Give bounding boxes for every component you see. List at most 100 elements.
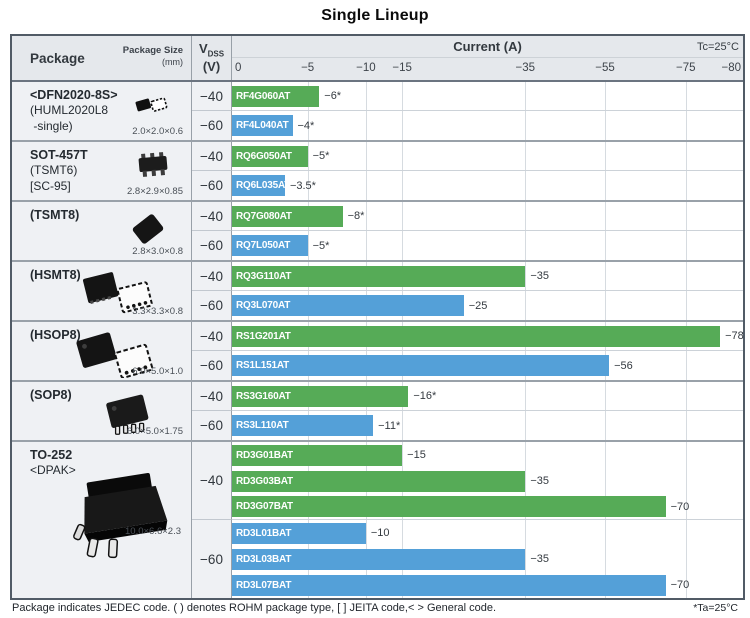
gridline: [525, 111, 527, 140]
current-bar: RD3G07BAT: [232, 496, 666, 517]
current-value: −16*: [413, 390, 437, 402]
gridline: [605, 382, 607, 410]
gridline: [605, 82, 607, 110]
part-number: RD3L07BAT: [236, 579, 292, 591]
vdss-unit: (V): [202, 58, 221, 74]
current-bar: RS1G201AT: [232, 325, 721, 347]
bar-row: RS1L151AT −56: [232, 351, 743, 380]
gridline: [605, 111, 607, 140]
current-value: −35: [530, 475, 549, 487]
package-size: 10.0×6.6×2.3: [125, 526, 181, 537]
gridline: [525, 171, 527, 200]
gridline: [525, 291, 527, 320]
gridline: [525, 202, 527, 230]
package-name: <DPAK>: [30, 463, 76, 478]
current-value: −15: [407, 449, 426, 461]
gridline: [605, 520, 607, 546]
part-number: RS3L110AT: [236, 420, 289, 431]
bar-row: RS3L110AT −11*: [232, 411, 743, 440]
dfn2020-package-icon: [133, 92, 175, 120]
current-value: −35: [530, 270, 549, 282]
gridline: [685, 142, 687, 170]
gridline: [685, 262, 687, 290]
part-number: RS3G160AT: [236, 390, 291, 402]
part-number: RF4G060AT: [236, 90, 291, 102]
gridline: [685, 520, 687, 546]
package-group: <DFN2020-8S> (HUML2020L8 -single) 2.0×2.0×…: [12, 82, 743, 140]
gridline: [307, 231, 309, 260]
package-size: 3.3×3.3×0.8: [132, 306, 183, 317]
package-cell: (HSOP8) 6.0×5.0×1.0: [12, 322, 192, 380]
table-body: <DFN2020-8S> (HUML2020L8 -single) 2.0×2.0×…: [12, 82, 744, 598]
gridline: [402, 520, 404, 546]
package-size-unit: (mm): [162, 56, 183, 67]
gridline: [685, 494, 687, 519]
gridline: [685, 468, 687, 494]
package-name: (HSOP8): [30, 328, 81, 342]
current-axis-header: Current (A) Tc=25°C 0 −5 −10 −15 −35 −55 −75 −8…: [232, 36, 743, 80]
vdss-cell: −60: [192, 351, 232, 380]
gridline: [605, 468, 607, 494]
bar-row: RQ3L070AT −25: [232, 291, 743, 320]
current-bar: RD3G01BAT: [232, 444, 403, 466]
current-value: −56: [614, 359, 633, 372]
gridline: [685, 572, 687, 598]
vdss-symbol: VDSS: [198, 41, 225, 59]
gridline: [307, 142, 309, 170]
bar-row: RQ6L035AT −3.5*: [232, 171, 743, 200]
gridline: [685, 411, 687, 440]
vdss-cell: −40: [192, 202, 232, 231]
part-number: RD3G01BAT: [236, 449, 293, 461]
package-cell: (HSMT8) 3.3×3.3×0.8: [12, 262, 192, 320]
gridline: [307, 171, 309, 200]
part-number: RQ7G080AT: [236, 210, 292, 222]
current-value: −3.5*: [289, 179, 316, 192]
gridline: [402, 442, 404, 468]
current-bar: RQ3G110AT: [232, 265, 526, 287]
package-name: (HUML2020L8: [30, 103, 109, 118]
gridline: [402, 411, 404, 440]
footer-ta-note: *Ta=25°C: [693, 602, 738, 614]
vdss-cell: −40: [192, 442, 232, 520]
package-group: (HSOP8) 6.0×5.0×1.0 −40 RS1G201AT −78 −60 RS1L…: [12, 320, 744, 380]
bar-row: RS1G201AT −78: [232, 322, 744, 351]
gridline: [605, 231, 607, 260]
package-size: 2.8×2.9×0.85: [127, 186, 183, 197]
current-bar: RF4L040AT: [232, 115, 293, 136]
gridline: [605, 442, 607, 468]
package-cell: <DFN2020-8S> (HUML2020L8 -single) 2.0×2.0×…: [12, 82, 192, 140]
current-value: −6*: [324, 90, 342, 102]
vdss-cell: −40: [192, 382, 232, 411]
bar-row: RD3G03BAT −35: [232, 468, 743, 494]
current-axis-label: Current (A): [453, 39, 522, 54]
vdss-cell: −40: [192, 142, 232, 171]
gridline: [685, 382, 687, 410]
page-title: Single Lineup: [321, 7, 429, 24]
package-group: (TSMT8) 2.8×3.0×0.8 −40 RQ7G080AT −8* −60 RQ7L…: [12, 200, 743, 260]
package-name: [SC-95]: [30, 178, 71, 193]
gridline: [365, 231, 367, 260]
gridline: [605, 262, 607, 290]
bar-row: RD3G07BAT −70: [232, 494, 743, 520]
gridline: [525, 82, 527, 110]
current-value: −5*: [312, 150, 330, 162]
current-bar: RQ6L035AT: [232, 175, 290, 196]
current-bar: RQ3L070AT: [232, 295, 464, 316]
current-value: −35: [530, 553, 549, 565]
gridline: [605, 546, 607, 572]
package-name: (TSMT8): [30, 208, 80, 222]
gridline: [525, 442, 527, 468]
part-number: RD3L01BAT: [236, 527, 292, 539]
part-number: RS1L151AT: [236, 360, 290, 371]
package-name: <DFN2020-8S>: [30, 88, 118, 102]
bar-row: RF4L040AT −4*: [232, 111, 743, 140]
gridline: [525, 142, 527, 170]
package-group: (SOP8) 6.0×5.0×1.75 −40 RS3G160AT −16* −60 RS3…: [12, 380, 743, 440]
gridline: [685, 442, 687, 468]
gridline: [402, 111, 404, 140]
current-bar: RD3L03BAT: [232, 548, 526, 570]
part-number: RQ7L050AT: [236, 240, 291, 251]
package-size-header: Package Size (mm): [122, 45, 183, 67]
vdss-cell: −60: [192, 411, 232, 440]
bar-row: RF4G060AT −6*: [232, 82, 743, 111]
